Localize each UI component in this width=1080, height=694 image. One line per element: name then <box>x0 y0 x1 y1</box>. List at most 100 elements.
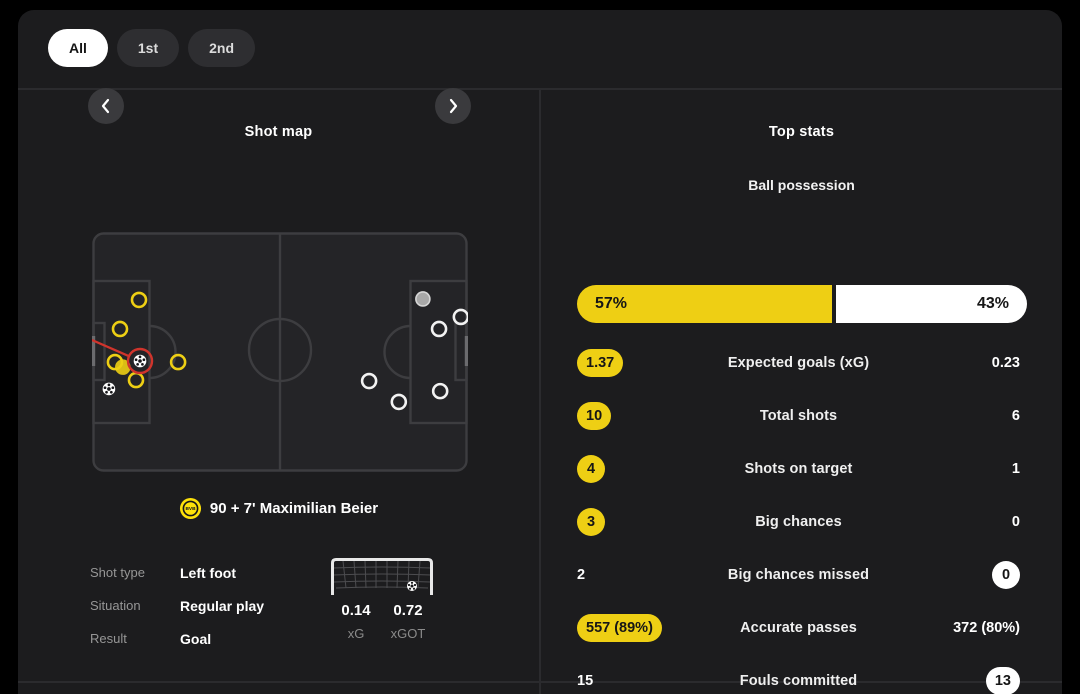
stat-label: Fouls committed <box>739 672 858 689</box>
stat-home-value: 3 <box>577 507 605 536</box>
stat-label: Shots on target <box>744 460 853 477</box>
top-stats-title: Top stats <box>768 124 835 140</box>
previous-shot-button[interactable] <box>88 88 124 124</box>
dortmund-team-badge-icon: BVB <box>179 497 201 519</box>
shot-detail-row: Result Goal <box>90 622 264 655</box>
stat-away-value: 0 <box>992 560 1020 589</box>
stat-home-slot: 15 <box>577 673 677 689</box>
stat-away-value: 372 (80%) <box>953 619 1020 636</box>
stat-away-slot: 1 <box>920 461 1020 477</box>
stat-away-value: 0 <box>1011 513 1020 530</box>
pitch-lines <box>91 232 469 472</box>
possession-home-value: 57% <box>595 295 628 312</box>
home-shot-marker[interactable] <box>111 320 129 338</box>
shot-detail-label: Shot type <box>90 565 145 580</box>
match-stats-card: All 1st 2nd Shot map <box>18 10 1062 694</box>
goal-frame <box>331 558 433 595</box>
stat-away-slot: 372 (80%) <box>920 620 1020 636</box>
home-shot-marker[interactable] <box>169 353 187 371</box>
stat-home-value: 2 <box>577 566 586 583</box>
shot-map-title: Shot map <box>244 124 313 140</box>
away-shot-marker[interactable] <box>431 382 449 400</box>
chevron-right-icon <box>449 98 458 114</box>
stat-label: Big chances missed <box>727 566 870 583</box>
section-divider <box>18 681 1062 683</box>
home-shot-marker[interactable] <box>130 291 148 309</box>
away-shot-marker[interactable] <box>390 393 408 411</box>
stat-away-value: 1 <box>1011 460 1020 477</box>
stat-away-value: 6 <box>1011 407 1020 424</box>
stat-label: Accurate passes <box>740 619 857 636</box>
stat-row: 4 Shots on target 1 <box>541 442 1062 495</box>
stat-home-slot: 557 (89%) <box>577 613 677 642</box>
shot-detail-value: Left foot <box>180 564 236 581</box>
stat-row: 2 Big chances missed 0 <box>541 548 1062 601</box>
stat-home-value: 557 (89%) <box>577 613 662 642</box>
stat-home-value: 15 <box>577 672 594 689</box>
stat-away-slot: 0.23 <box>920 355 1020 371</box>
shot-minute-player: 90 + 7' Maximilian Beier <box>209 499 379 517</box>
pitch-shot-map[interactable] <box>91 232 470 472</box>
away-shot-marker[interactable] <box>452 308 470 326</box>
stat-row: 1.37 Expected goals (xG) 0.23 <box>541 336 1062 389</box>
shot-xg-metrics: 0.14 xG 0.72 xGOT <box>330 600 434 646</box>
stat-away-value: 0.23 <box>991 354 1020 371</box>
stat-home-value: 1.37 <box>577 348 624 377</box>
shot-detail-value: Regular play <box>180 597 265 614</box>
tab-1st[interactable]: 1st <box>116 29 180 67</box>
stat-rows-list: 1.37 Expected goals (xG) 0.23 10 Total shots… <box>541 336 1062 694</box>
xgot-label: xGOT <box>390 626 426 641</box>
xg-label: xG <box>347 626 365 641</box>
stat-away-slot: 0 <box>920 560 1020 589</box>
shot-detail-value: Goal <box>180 630 212 647</box>
stat-row: 10 Total shots 6 <box>541 389 1062 442</box>
stat-row: 15 Fouls committed 13 <box>541 654 1062 694</box>
stat-away-slot: 13 <box>920 666 1020 694</box>
shot-details: Shot type Left foot Situation Regular play R… <box>90 556 264 655</box>
stat-home-slot: 4 <box>577 454 677 483</box>
goal-net <box>332 560 432 589</box>
chevron-left-icon <box>101 98 110 114</box>
xgot-value: 0.72 <box>393 602 423 619</box>
football-goal-icon <box>102 382 116 396</box>
away-shot-marker[interactable] <box>415 291 431 307</box>
away-shot-marker[interactable] <box>430 320 448 338</box>
panel-divider <box>539 88 541 694</box>
stat-label: Total shots <box>759 407 838 424</box>
shot-detail-row: Situation Regular play <box>90 589 264 622</box>
stat-home-slot: 10 <box>577 401 677 430</box>
stat-away-slot: 0 <box>920 514 1020 530</box>
stat-home-value: 10 <box>577 401 612 430</box>
shot-markers-layer <box>91 291 470 411</box>
shot-trajectory-line <box>91 338 130 358</box>
stat-home-value: 4 <box>577 454 605 483</box>
xg-value: 0.14 <box>341 602 371 619</box>
possession-away-value: 43% <box>976 295 1009 312</box>
selected-shot-caption: BVB 90 + 7' Maximilian Beier <box>18 490 539 526</box>
away-shot-marker[interactable] <box>360 372 378 390</box>
stat-away-value: 13 <box>985 666 1020 694</box>
possession-home-segment: 57% <box>577 285 832 323</box>
stat-home-slot: 3 <box>577 507 677 536</box>
tab-all[interactable]: All <box>48 29 108 67</box>
shot-detail-label: Situation <box>90 598 141 613</box>
stat-row: 3 Big chances 0 <box>541 495 1062 548</box>
football-goal-icon <box>133 354 147 368</box>
svg-text:BVB: BVB <box>185 506 196 512</box>
tab-2nd[interactable]: 2nd <box>188 29 256 67</box>
goal-mouth-graphic <box>330 557 434 602</box>
possession-away-segment: 43% <box>835 285 1027 323</box>
stat-label: Expected goals (xG) <box>727 354 870 371</box>
next-shot-button[interactable] <box>435 88 471 124</box>
possession-label: Ball possession <box>748 177 855 193</box>
stat-home-slot: 2 <box>577 567 677 583</box>
possession-bar: 57% 43% <box>577 285 1027 323</box>
stat-label: Big chances <box>755 513 842 530</box>
stat-away-slot: 6 <box>920 408 1020 424</box>
selected-shot-ring[interactable] <box>126 347 154 375</box>
stat-row: 557 (89%) Accurate passes 372 (80%) <box>541 601 1062 654</box>
shot-map-panel: Shot map <box>18 88 539 694</box>
stat-home-slot: 1.37 <box>577 348 677 377</box>
shot-detail-label: Result <box>90 631 127 646</box>
